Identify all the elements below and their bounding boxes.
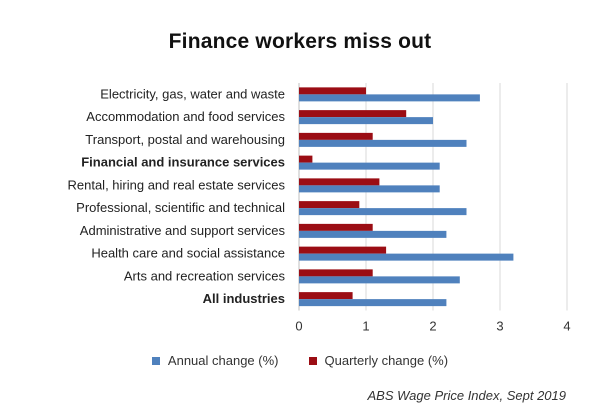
bar-quarterly: [299, 223, 373, 231]
source-note: ABS Wage Price Index, Sept 2019: [367, 388, 567, 403]
legend-item-quarterly: Quarterly change (%): [308, 353, 449, 368]
category-label: Arts and recreation services: [124, 268, 286, 283]
bar-quarterly: [299, 155, 313, 163]
bar-quarterly: [299, 178, 380, 186]
chart-title: Finance workers miss out: [168, 30, 432, 53]
legend-item-annual: Annual change (%): [151, 353, 279, 368]
chart-legend: Annual change (%) Quarterly change (%): [0, 353, 600, 368]
bar-annual: [299, 208, 467, 216]
category-label: Financial and insurance services: [81, 155, 285, 170]
bar-annual: [299, 230, 447, 238]
category-label: Accommodation and food services: [86, 109, 285, 124]
bar-annual: [299, 185, 440, 193]
bar-quarterly: [299, 292, 353, 300]
bar-annual: [299, 299, 447, 307]
category-label: All industries: [203, 291, 285, 306]
x-tick-label: 2: [429, 319, 436, 334]
bar-annual: [299, 253, 514, 261]
legend-swatch-annual: [151, 356, 160, 365]
x-tick-label: 4: [563, 319, 570, 334]
category-label: Health care and social assistance: [91, 246, 285, 261]
category-label: Rental, hiring and real estate services: [67, 177, 285, 192]
x-tick-label: 3: [496, 319, 503, 334]
category-label: Electricity, gas, water and waste: [100, 86, 285, 101]
legend-label-quarterly: Quarterly change (%): [324, 353, 449, 368]
bar-annual: [299, 276, 460, 284]
x-tick-label: 1: [362, 319, 369, 334]
bar-quarterly: [299, 132, 373, 140]
category-label: Administrative and support services: [80, 223, 286, 238]
legend-label-annual: Annual change (%): [167, 353, 279, 368]
legend-swatch-quarterly: [308, 356, 317, 365]
bar-annual: [299, 94, 480, 102]
bar-annual: [299, 139, 467, 147]
bar-quarterly: [299, 110, 407, 118]
bar-annual: [299, 117, 433, 125]
x-tick-label: 0: [295, 319, 302, 334]
bar-quarterly: [299, 87, 366, 95]
bar-quarterly: [299, 269, 373, 277]
bar-annual: [299, 162, 440, 170]
category-label: Transport, postal and warehousing: [85, 132, 285, 147]
bar-quarterly: [299, 201, 360, 209]
bar-quarterly: [299, 246, 387, 254]
category-label: Professional, scientific and technical: [76, 200, 285, 215]
